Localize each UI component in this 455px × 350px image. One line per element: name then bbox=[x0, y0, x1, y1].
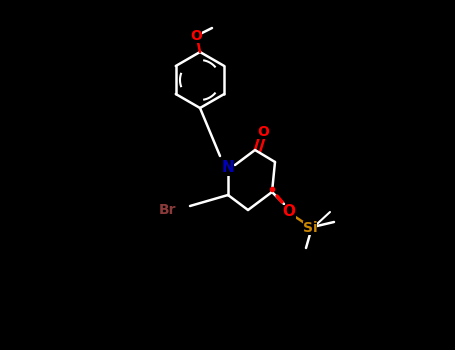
Text: Br: Br bbox=[159, 203, 177, 217]
Text: O: O bbox=[283, 204, 295, 219]
Text: N: N bbox=[222, 161, 234, 175]
Text: Si: Si bbox=[303, 221, 317, 235]
Text: O: O bbox=[257, 125, 269, 139]
Text: O: O bbox=[190, 29, 202, 43]
